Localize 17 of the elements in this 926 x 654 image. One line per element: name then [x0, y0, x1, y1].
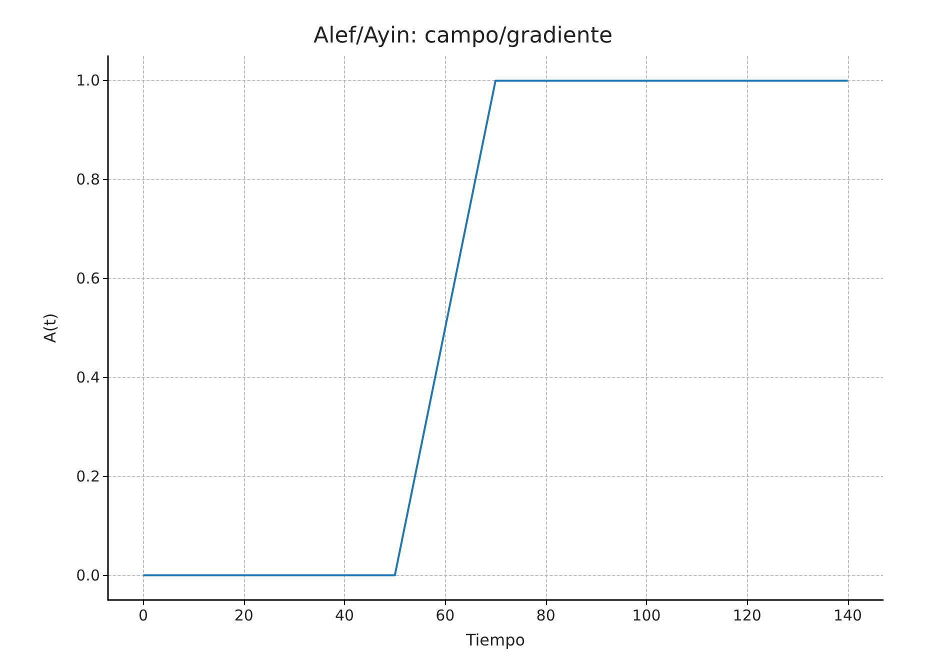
- x-tick-label: 60: [436, 606, 455, 624]
- y-tick-label: 1.0: [76, 72, 100, 90]
- x-tick-label: 80: [536, 606, 556, 624]
- y-tick-label: 0.6: [76, 270, 100, 288]
- x-axis-title: Tiempo: [464, 630, 526, 650]
- y-tick-label: 0.2: [76, 467, 100, 486]
- chart-title: Alef/Ayin: campo/gradiente: [314, 24, 612, 48]
- x-tick-label: 140: [833, 606, 862, 624]
- y-axis-title: A(t): [40, 313, 60, 343]
- x-tick-label: 120: [732, 606, 762, 624]
- x-tick-label: 40: [334, 606, 354, 624]
- y-tick-label: 0.0: [76, 566, 100, 584]
- y-tick-label: 0.4: [76, 368, 100, 386]
- y-tick-label: 0.8: [76, 170, 100, 189]
- x-tick-label: 0: [138, 606, 148, 624]
- x-tick-label: 100: [632, 606, 661, 624]
- x-tick-label: 20: [234, 606, 254, 624]
